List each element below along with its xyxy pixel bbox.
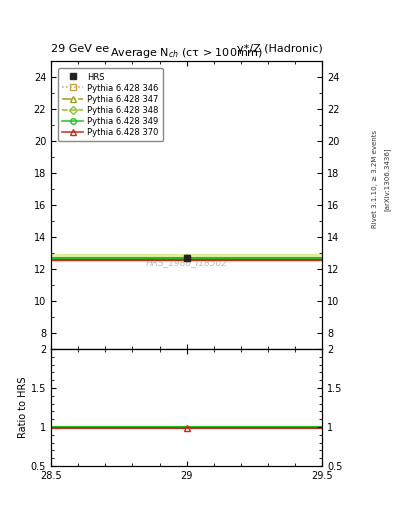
- Y-axis label: Ratio to HRS: Ratio to HRS: [18, 377, 28, 438]
- Text: Rivet 3.1.10, ≥ 3.2M events: Rivet 3.1.10, ≥ 3.2M events: [372, 130, 378, 228]
- Title: Average N$_{ch}$ (cτ > 100mm): Average N$_{ch}$ (cτ > 100mm): [110, 46, 263, 60]
- Legend: HRS, Pythia 6.428 346, Pythia 6.428 347, Pythia 6.428 348, Pythia 6.428 349, Pyt: HRS, Pythia 6.428 346, Pythia 6.428 347,…: [58, 69, 163, 141]
- Text: HRS_1986_I18502: HRS_1986_I18502: [146, 258, 228, 267]
- Text: γ*/Z (Hadronic): γ*/Z (Hadronic): [237, 44, 322, 54]
- Text: 29 GeV ee: 29 GeV ee: [51, 44, 109, 54]
- Text: [arXiv:1306.3436]: [arXiv:1306.3436]: [384, 147, 391, 211]
